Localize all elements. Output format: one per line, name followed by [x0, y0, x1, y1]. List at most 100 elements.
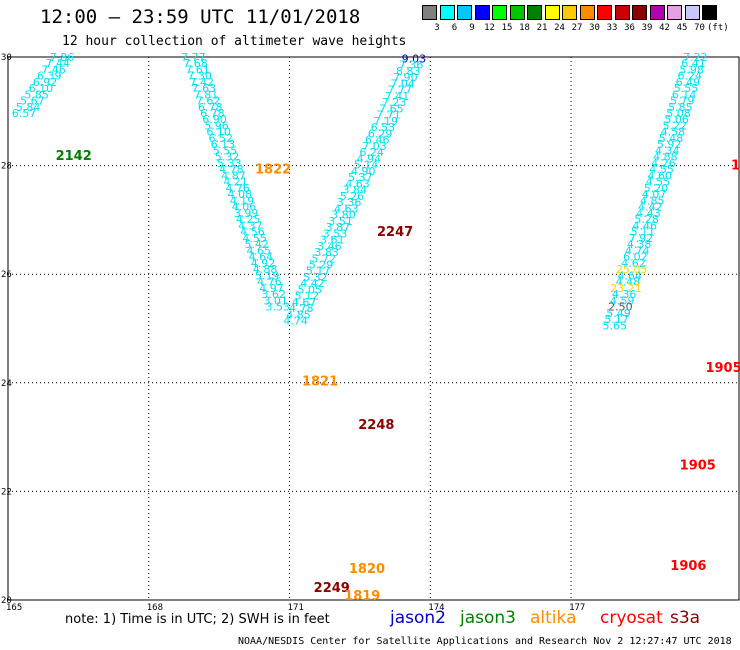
- wave-height-value: 9.03: [402, 52, 427, 65]
- wave-height-value: 4.90: [351, 165, 376, 178]
- wave-height-value: 5.67: [20, 95, 45, 108]
- wave-height-value: 6.39: [37, 70, 62, 83]
- legend-s3a: s3a: [670, 608, 701, 628]
- wave-height-value: 5.33: [217, 157, 242, 170]
- wave-height-value: 4.55: [242, 232, 267, 245]
- scale-label: 39: [641, 23, 653, 33]
- wave-height-value: 4.59: [610, 294, 635, 307]
- wave-height-value: 25.05: [616, 263, 648, 276]
- wave-height-value: 4.55: [646, 176, 671, 189]
- wave-height-value: 4.63: [345, 177, 370, 190]
- scale-label: 3: [434, 23, 440, 33]
- wave-height-value: 4.92: [251, 257, 276, 270]
- scale-swatch: [667, 5, 682, 20]
- wave-height-value: 4.55: [649, 163, 674, 176]
- pass-time-label: 2249: [314, 581, 350, 596]
- wave-height-value: 23.21: [610, 282, 642, 295]
- footer-note: note: 1) Time is in UTC; 2) SWH is in fe…: [65, 612, 330, 627]
- scale-swatch: [439, 5, 455, 20]
- wave-height-value: 6.78: [200, 107, 225, 120]
- pass-time-label: 2247: [377, 225, 413, 240]
- wave-height-value: 8.83: [396, 65, 421, 78]
- wave-height-value: 7.81: [194, 88, 219, 101]
- pass-time-label: 1906: [670, 559, 706, 574]
- scale-label: 18: [519, 23, 530, 33]
- wave-height-value: 7.65: [379, 102, 404, 115]
- legend-cryosat: cryosat: [600, 608, 663, 628]
- footer-credit: NOAA/NESDIS Center for Satellite Applica…: [238, 636, 732, 647]
- wave-height-value: 4.25: [236, 213, 261, 226]
- map-frame: [7, 56, 740, 601]
- wave-height-value: 4.87: [221, 169, 246, 182]
- wave-height-value: 7.46: [41, 63, 66, 76]
- wave-height-value: 7.03: [362, 140, 387, 153]
- wave-height-value: 4.58: [661, 126, 686, 139]
- wave-height-value: 7.86: [50, 51, 75, 64]
- wave-height-value: 5.84: [16, 101, 41, 114]
- wave-height-value: 4.42: [300, 277, 325, 290]
- wave-height-value: 6.92: [33, 76, 58, 89]
- wave-height-value: 5.98: [679, 63, 704, 76]
- wave-height-value: 5.72: [312, 252, 337, 265]
- wave-height-value: 4.76: [225, 182, 250, 195]
- page-title: 12:00 – 23:59 UTC 11/01/2018: [40, 6, 361, 28]
- scale-swatch: [684, 5, 700, 20]
- wave-height-value: 4.06: [232, 201, 257, 214]
- wave-height-value: 4.64: [617, 269, 642, 282]
- scale-swatch: [597, 5, 612, 20]
- wave-height-value: 5.49: [606, 307, 631, 320]
- wave-height-value: 5.17: [306, 265, 331, 278]
- pass-time-label: 19: [731, 158, 740, 173]
- scale-label: 42: [659, 23, 670, 33]
- wave-height-value: 4.97: [259, 282, 284, 295]
- wave-height-value: 5.79: [670, 95, 695, 108]
- scale-label: 6: [451, 23, 458, 33]
- wave-height-value: 3.53: [266, 301, 291, 314]
- wave-height-value: 6.78: [198, 101, 223, 114]
- wave-height-value: 5.20: [644, 182, 669, 195]
- latitude-tick-label: 30: [1, 53, 12, 63]
- wave-height-value: 3.46: [317, 240, 342, 253]
- pass-time-label: 2142: [56, 149, 92, 164]
- wave-height-value: 6.10: [29, 82, 54, 95]
- wave-height-value: 4.36: [612, 288, 637, 301]
- scale-label: 27: [571, 23, 583, 33]
- scale-swatch: [632, 5, 647, 20]
- wave-height-value: 4.19: [230, 194, 255, 207]
- wave-height-value: 5.17: [604, 313, 629, 326]
- wave-height-value: 3.61: [320, 234, 345, 247]
- scale-label: 45: [676, 23, 688, 33]
- wave-height-value: 4.74: [283, 315, 308, 328]
- wave-height-value: 3.01: [263, 294, 288, 307]
- scale-swatch: [544, 5, 560, 20]
- wave-height-value: 6.02: [623, 251, 648, 264]
- wave-height-value: 4.46: [632, 219, 657, 232]
- legend-jason2: jason2: [390, 608, 446, 628]
- wave-height-value: 4.42: [638, 201, 663, 214]
- scale-swatch: [422, 5, 437, 20]
- wave-height-value: 7.19: [373, 115, 398, 128]
- wave-height-value: 4.78: [289, 302, 314, 315]
- wave-height-value: 6.24: [678, 70, 703, 83]
- wave-height-value: 6.57: [12, 107, 37, 120]
- scale-swatch: [614, 5, 630, 20]
- scale-label: 9: [469, 23, 475, 33]
- wave-height-value: 3.53: [323, 227, 348, 240]
- wave-height-value: 5.96: [204, 119, 229, 132]
- wave-height-value: 7.77: [181, 51, 206, 64]
- wave-height-value: 6.41: [681, 57, 706, 70]
- wave-height-value: 5.22: [663, 119, 688, 132]
- wave-height-value: 5.12: [295, 290, 320, 303]
- wave-height-value: 6.53: [371, 121, 396, 134]
- wave-height-value: 4.88: [253, 263, 278, 276]
- scale-swatch: [492, 5, 507, 20]
- wave-height-value: 5.11: [631, 226, 656, 239]
- latitude-tick-label: 28: [1, 162, 12, 172]
- wave-height-value: 4.08: [228, 188, 253, 201]
- wave-height-value: 7.04: [390, 77, 415, 90]
- wave-height-value: 7.90: [393, 71, 418, 84]
- longitude-tick-label: 174: [428, 603, 444, 613]
- scale-swatch: [527, 5, 542, 20]
- wave-height-value: 7.61: [185, 63, 210, 76]
